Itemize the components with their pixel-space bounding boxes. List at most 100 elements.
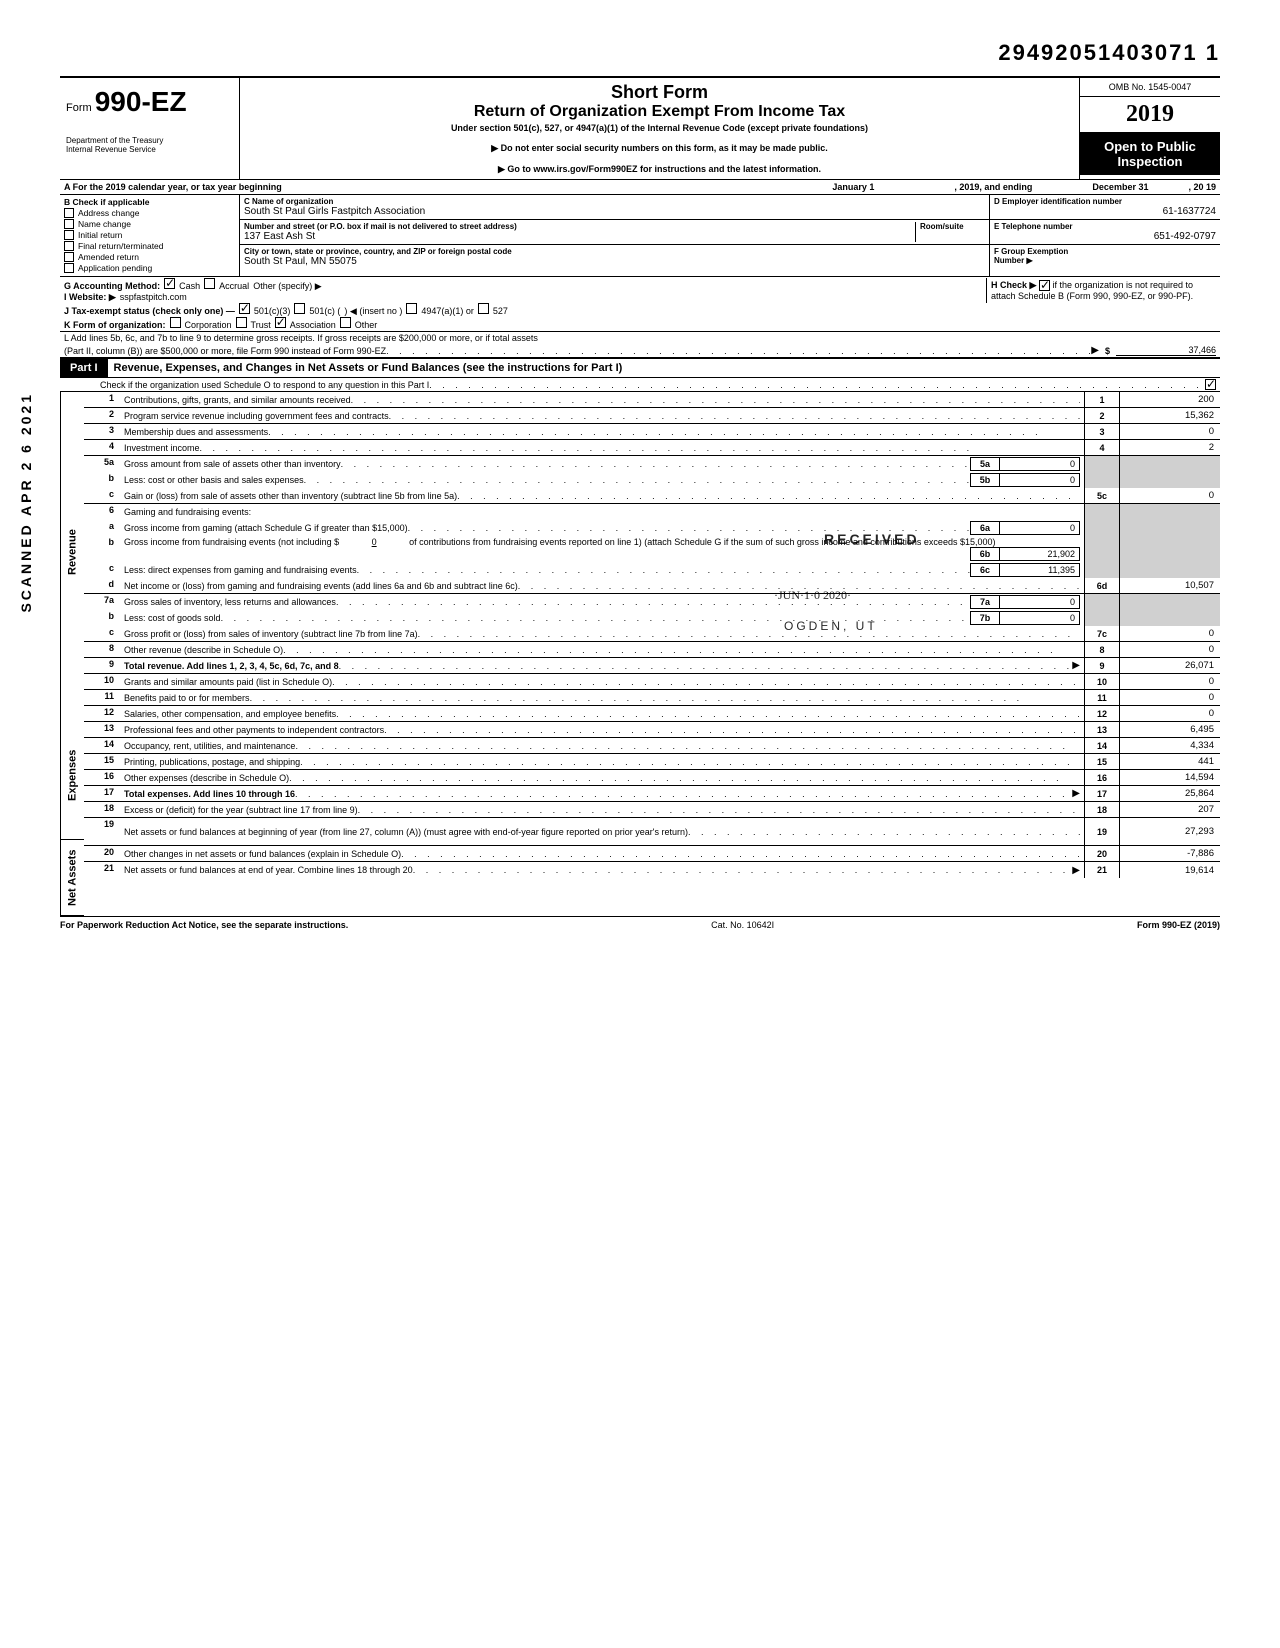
section-c: C Name of organization South St Paul Gir… [240,195,990,276]
title-note2: ▶ Go to www.irs.gov/Form990EZ for instru… [246,164,1073,175]
chk-schedule-o[interactable] [1205,379,1216,390]
c-addr: 137 East Ash St [244,231,915,242]
side-expenses: Expenses [60,712,84,840]
g-cash: Cash [179,281,200,291]
k-other: Other [355,320,378,330]
chk-accrual[interactable] [204,278,215,289]
row-7a: 7aGross sales of inventory, less returns… [84,594,1220,610]
chk-4947[interactable] [406,303,417,314]
row-6b: b Gross income from fundraising events (… [84,536,1220,562]
j-527: 527 [493,306,508,316]
row-7c: cGross profit or (loss) from sales of in… [84,626,1220,642]
j-lbl: J Tax-exempt status (check only one) — [64,306,235,316]
row-6a: aGross income from gaming (attach Schedu… [84,520,1220,536]
f-lbl: F Group Exemption [994,247,1068,256]
part1-txt: Revenue, Expenses, and Changes in Net As… [108,359,1220,377]
chk-final-return[interactable] [64,241,74,251]
scanned-stamp: SCANNED APR 2 6 2021 [18,392,34,613]
chk-h[interactable] [1039,280,1050,291]
footer-left: For Paperwork Reduction Act Notice, see … [60,920,348,930]
calyear-end-lbl: December 31 [1092,182,1148,192]
row-l1: L Add lines 5b, 6c, and 7b to line 9 to … [60,332,1220,344]
row-15: 15Printing, publications, postage, and s… [84,754,1220,770]
d-lbl: D Employer identification number [994,197,1216,206]
row-17: 17Total expenses. Add lines 10 through 1… [84,786,1220,802]
chk-other[interactable] [340,317,351,328]
g-other: Other (specify) ▶ [253,281,321,292]
row-16: 16Other expenses (describe in Schedule O… [84,770,1220,786]
i-val: sspfastpitch.com [120,292,187,302]
calyear-begin: January 1 [832,182,874,192]
form-number: 990-EZ [95,86,187,117]
e-val: 651-492-0797 [994,231,1216,242]
row-21: 21Net assets or fund balances at end of … [84,862,1220,878]
received-stamp: RECEIVED [824,531,920,547]
c-city-lbl: City or town, state or province, country… [244,247,985,256]
opt-application-pending: Application pending [78,263,152,273]
row-13: 13Professional fees and other payments t… [84,722,1220,738]
row-7b: bLess: cost of goods sold7b0OGDEN, UT [84,610,1220,626]
chk-501c3[interactable] [239,303,250,314]
j-4947: 4947(a)(1) or [421,306,474,316]
g-accrual: Accrual [219,281,249,291]
form-table: SCANNED APR 2 6 2021 Revenue Expenses Ne… [60,392,1220,916]
dots [386,346,1091,356]
row-3: 3Membership dues and assessments30 [84,424,1220,440]
c-name-lbl: C Name of organization [244,197,985,206]
dept-irs: Internal Revenue Service [66,145,233,154]
chk-assoc[interactable] [275,317,286,328]
k-corp: Corporation [185,320,232,330]
calyear-a: A For the 2019 calendar year, or tax yea… [64,182,282,192]
i-lbl: I Website: ▶ [64,292,116,303]
section-bcdef: B Check if applicable Address change Nam… [60,195,1220,277]
arrow-icon: ▶ [1091,345,1099,356]
part1-lbl: Part I [60,359,108,377]
chk-application-pending[interactable] [64,263,74,273]
omb: OMB No. 1545-0047 [1080,78,1220,97]
row-1: 1Contributions, gifts, grants, and simil… [84,392,1220,408]
h-lbl: H Check ▶ [991,280,1036,290]
title-box: Short Form Return of Organization Exempt… [240,78,1080,179]
section-def: D Employer identification number 61-1637… [990,195,1220,276]
chk-amended-return[interactable] [64,252,74,262]
side-revenue: Revenue [60,392,84,712]
form-label: Form [66,102,92,114]
row-6: 6Gaming and fundraising events: [84,504,1220,520]
row-5b: bLess: cost or other basis and sales exp… [84,472,1220,488]
j-501c: 501(c) ( [309,306,340,316]
calyear-end: , 20 19 [1188,182,1216,192]
row-g-h: G Accounting Method: Cash Accrual Other … [60,277,1220,332]
b-label: B Check if applicable [64,197,235,207]
part1-header: Part I Revenue, Expenses, and Changes in… [60,358,1220,378]
dots [429,380,1205,390]
open-inspection: Open to Public Inspection [1080,133,1220,175]
row-10: 10Grants and similar amounts paid (list … [84,674,1220,690]
k-assoc: Association [290,320,336,330]
side-netassets: Net Assets [60,840,84,916]
j-insert: ) ◀ (insert no ) [344,306,402,317]
row-5c: cGain or (loss) from sale of assets othe… [84,488,1220,504]
chk-corp[interactable] [170,317,181,328]
opt-address-change: Address change [78,208,139,218]
chk-527[interactable] [478,303,489,314]
opt-final-return: Final return/terminated [78,241,164,251]
form-box: Form 990-EZ Department of the Treasury I… [60,78,240,179]
part1-check-row: Check if the organization used Schedule … [60,378,1220,392]
c-city: South St Paul, MN 55075 [244,256,985,267]
k-lbl: K Form of organization: [64,320,166,330]
chk-501c[interactable] [294,303,305,314]
e-lbl: E Telephone number [994,222,1216,231]
row-2: 2Program service revenue including gover… [84,408,1220,424]
chk-cash[interactable] [164,278,175,289]
title-under: Under section 501(c), 527, or 4947(a)(1)… [246,123,1073,133]
chk-initial-return[interactable] [64,230,74,240]
title-return: Return of Organization Exempt From Incom… [246,103,1073,121]
row-9: 9Total revenue. Add lines 1, 2, 3, 4, 5c… [84,658,1220,674]
k-trust: Trust [251,320,271,330]
chk-name-change[interactable] [64,219,74,229]
row-19: 19Net assets or fund balances at beginni… [84,818,1220,846]
l-txt2: (Part II, column (B)) are $500,000 or mo… [64,346,386,356]
chk-address-change[interactable] [64,208,74,218]
chk-trust[interactable] [236,317,247,328]
row-5a: 5aGross amount from sale of assets other… [84,456,1220,472]
